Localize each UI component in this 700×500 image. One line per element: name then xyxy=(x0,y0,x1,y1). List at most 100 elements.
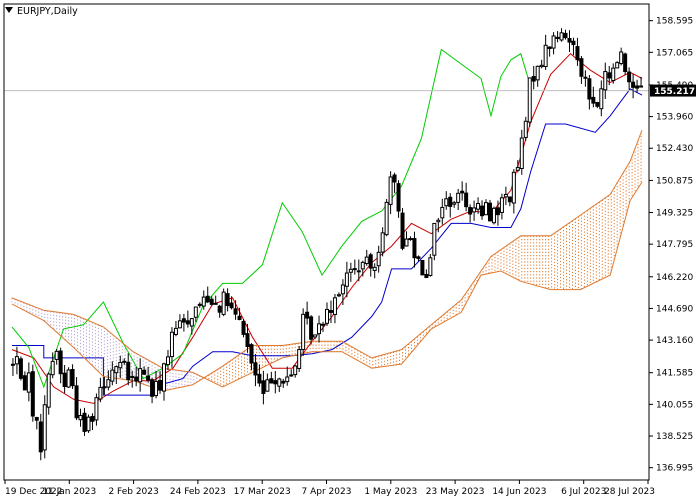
y-tick-label: 146.220 xyxy=(656,273,693,283)
x-tick-label: 2 Feb 2023 xyxy=(108,487,158,497)
candle-body xyxy=(428,257,433,276)
y-tick-label: 152.430 xyxy=(656,144,693,154)
candle-body xyxy=(440,206,445,219)
candle-body xyxy=(519,137,524,169)
candle-body xyxy=(177,320,182,329)
candle-body xyxy=(217,305,222,313)
candle-body xyxy=(583,76,588,79)
candle-body xyxy=(404,238,409,247)
candle-body xyxy=(321,323,326,326)
senkou-span-b-line xyxy=(11,181,643,388)
candle-body xyxy=(476,203,481,210)
y-tick-label: 136.995 xyxy=(656,464,693,474)
candle-body xyxy=(78,415,83,421)
candle-body xyxy=(452,202,457,205)
candle-body xyxy=(142,369,147,375)
candle-body xyxy=(344,272,349,287)
y-tick-label: 147.795 xyxy=(656,240,693,250)
candle-body xyxy=(332,297,337,315)
candle-body xyxy=(22,375,27,391)
candle-body xyxy=(480,205,485,217)
candle-body xyxy=(26,372,31,393)
candle-body xyxy=(336,294,341,297)
candle-body xyxy=(456,192,461,203)
candle-body xyxy=(448,196,453,207)
candle-body xyxy=(14,356,19,365)
candle-body xyxy=(623,53,628,73)
candle-body xyxy=(503,194,508,198)
candle-body xyxy=(611,67,616,82)
candle-body xyxy=(114,366,119,374)
candle-body xyxy=(38,421,43,453)
candle-body xyxy=(416,256,421,259)
candle-body xyxy=(603,71,608,91)
candle-body xyxy=(523,120,528,138)
candle-body xyxy=(360,261,365,270)
candle-body xyxy=(380,232,385,253)
candle-body xyxy=(249,344,254,364)
candle-body xyxy=(563,32,568,39)
candle-body xyxy=(340,284,345,295)
candle-body xyxy=(281,380,286,384)
candle-body xyxy=(30,371,35,417)
candle-body xyxy=(46,373,51,408)
candle-body xyxy=(468,207,473,215)
candle-body xyxy=(34,417,39,421)
candle-body xyxy=(635,85,640,89)
candle-body xyxy=(392,174,397,183)
x-tick-label: 17 Mar 2023 xyxy=(234,487,291,497)
candle-body xyxy=(126,361,131,381)
candle-body xyxy=(551,35,556,49)
candle-body xyxy=(384,201,389,236)
candle-body xyxy=(213,302,218,305)
price-candles xyxy=(10,28,644,461)
candle-body xyxy=(134,376,139,382)
symbol-title: EURJPY,Daily xyxy=(17,6,78,17)
candle-body xyxy=(42,404,47,451)
candle-body xyxy=(70,369,75,387)
candle-body xyxy=(277,378,282,387)
candle-body xyxy=(555,36,560,39)
candle-body xyxy=(162,363,167,392)
x-tick-label: 28 Jul 2023 xyxy=(604,487,655,497)
candle-body xyxy=(265,379,270,392)
candle-body xyxy=(261,380,266,394)
candle-body xyxy=(591,96,596,104)
candle-body xyxy=(205,295,210,303)
candle-body xyxy=(368,254,373,269)
candle-body xyxy=(639,85,644,88)
y-tick-label: 149.325 xyxy=(656,209,693,219)
candle-body xyxy=(579,58,584,77)
y-tick-label: 150.875 xyxy=(656,176,693,186)
candle-body xyxy=(408,238,413,241)
candle-body xyxy=(376,251,381,267)
candle-body xyxy=(595,101,600,107)
candle-body xyxy=(86,416,91,432)
candle-body xyxy=(460,190,465,194)
candle-body xyxy=(293,365,298,376)
candle-body xyxy=(297,349,302,369)
x-tick-label: 6 Jul 2023 xyxy=(561,487,606,497)
candle-body xyxy=(575,46,580,61)
candle-body xyxy=(82,412,87,432)
candle-body xyxy=(138,368,143,383)
candle-body xyxy=(94,397,99,421)
y-tick-label: 157.065 xyxy=(656,48,693,58)
candle-body xyxy=(324,308,329,324)
candle-body xyxy=(607,72,612,79)
triangle-down-icon[interactable] xyxy=(5,7,13,13)
candle-body xyxy=(444,198,449,207)
current-price-badge xyxy=(650,84,696,97)
candle-body xyxy=(352,268,357,271)
candle-body xyxy=(285,376,290,383)
candle-body xyxy=(66,369,71,388)
candle-body xyxy=(305,311,310,319)
chart-header: EURJPY,Daily xyxy=(5,6,78,17)
candle-body xyxy=(424,274,429,279)
candle-body xyxy=(547,46,552,50)
candle-body xyxy=(472,207,477,213)
chikou-span-line xyxy=(11,48,532,389)
candle-body xyxy=(412,238,417,259)
current-price-label: 155.217 xyxy=(654,87,695,97)
